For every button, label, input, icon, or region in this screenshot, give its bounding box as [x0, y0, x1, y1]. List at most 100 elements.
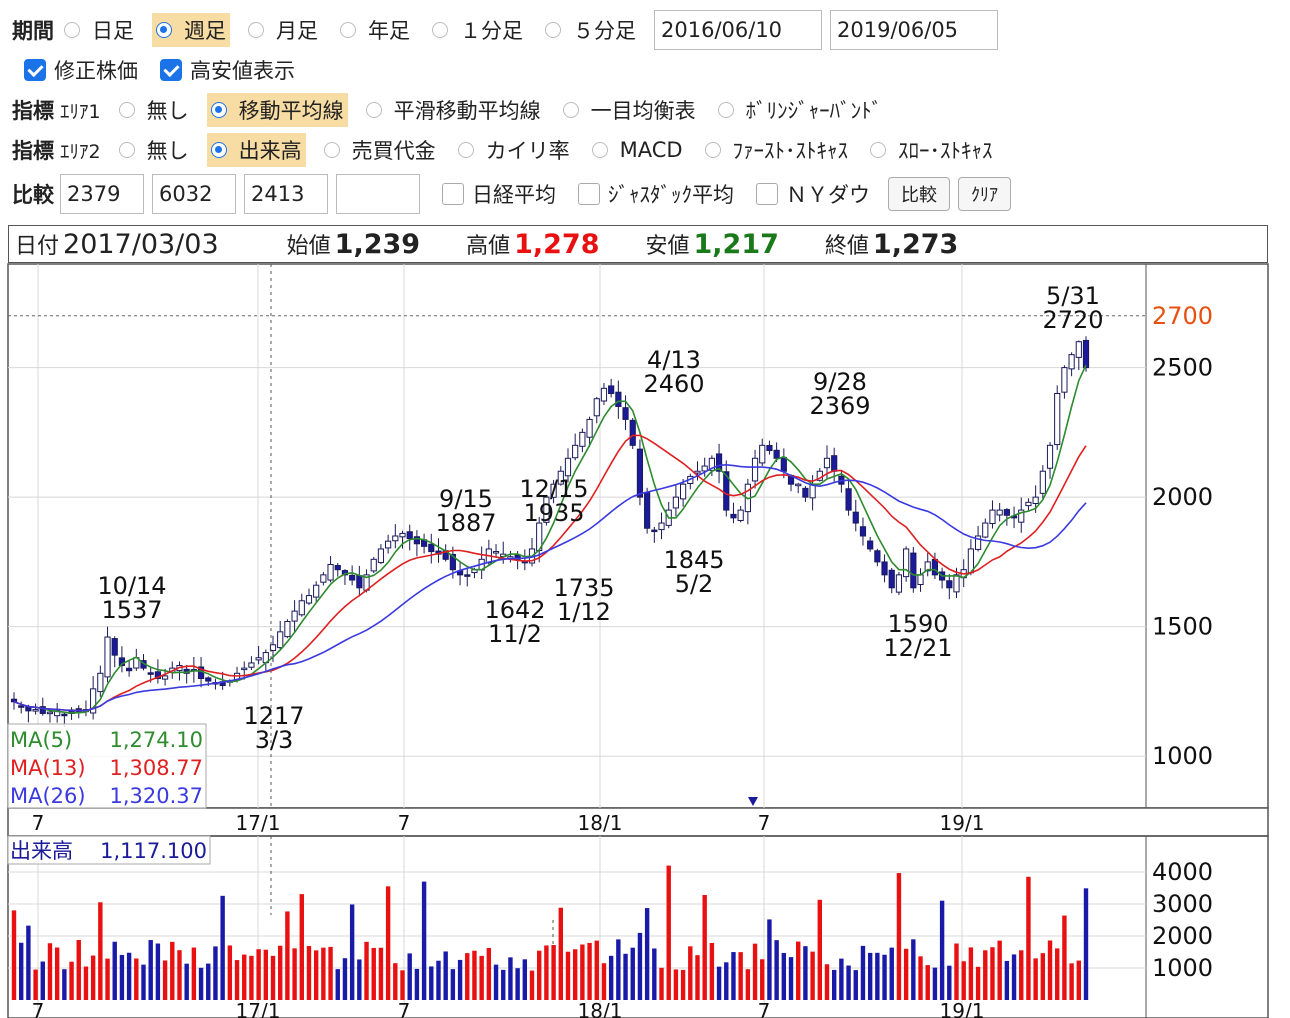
volume-bar	[572, 949, 578, 1000]
indicator2-option-7[interactable]: ｽﾛｰ･ｽﾄｷｬｽ	[866, 133, 997, 167]
period-option-label: 月足	[276, 19, 318, 43]
period-option-5[interactable]: １分足	[428, 13, 527, 47]
indicator1-option-5[interactable]: ﾎﾞﾘﾝｼﾞｬｰﾊﾞﾝﾄﾞ	[714, 93, 887, 127]
compare-row: 比較 2379 6032 2413 日経平均 ｼﾞｬｽﾀﾞｯｸ平均 ＮＹダウ 比較 …	[0, 174, 1019, 214]
radio-icon	[156, 22, 172, 38]
indicator2-option-3[interactable]: 売買代金	[320, 133, 440, 167]
period-option-label: ５分足	[573, 19, 636, 43]
high-low-display-check[interactable]: 高安値表示	[156, 53, 299, 87]
radio-icon	[591, 142, 608, 158]
period-option-4[interactable]: 年足	[336, 13, 414, 47]
candle-body	[428, 543, 435, 553]
candle-body	[82, 709, 90, 713]
candle-body	[924, 561, 931, 572]
volume-bar	[508, 957, 513, 1000]
start-date-input[interactable]: 2016/06/10	[654, 10, 822, 50]
candle-body	[910, 552, 917, 589]
end-date-input[interactable]: 2019/06/05	[830, 10, 998, 50]
compare-code-4[interactable]	[336, 174, 420, 214]
candle-body	[90, 688, 97, 714]
compare-index-option-2[interactable]: ｼﾞｬｽﾀﾞｯｸ平均	[574, 177, 738, 211]
compare-code-1[interactable]: 2379	[60, 174, 144, 214]
volume-bar	[860, 945, 866, 1000]
volume-bar	[263, 949, 269, 1000]
candle-body	[169, 667, 176, 673]
candle-body	[543, 496, 550, 523]
volume-bar	[961, 961, 966, 1000]
volume-bar	[349, 904, 355, 1000]
indicator2-option-6[interactable]: ﾌｧｰｽﾄ･ｽﾄｷｬｽ	[701, 133, 853, 167]
volume-bar	[824, 964, 830, 1000]
volume-bar	[47, 943, 53, 1000]
volume-bar	[1033, 958, 1038, 1000]
candle-body	[126, 667, 133, 672]
date-axis-strip	[7, 807, 1269, 837]
indicator2-option-2[interactable]: 出来高	[206, 133, 306, 167]
volume-bar	[385, 886, 391, 1000]
volume-bar	[1055, 948, 1060, 1000]
indicator1-option-2[interactable]: 移動平均線	[206, 93, 348, 127]
compare-button[interactable]: 比較	[888, 177, 950, 211]
volume-bar	[285, 911, 290, 1000]
volume-bar	[760, 959, 765, 1000]
annotation-date: 12/15	[519, 475, 588, 503]
period-option-6[interactable]: ５分足	[541, 13, 640, 47]
compare-index-option-3[interactable]: ＮＹダウ	[752, 177, 874, 211]
radio-icon	[717, 102, 734, 118]
volume-bar	[335, 969, 340, 1000]
radio-icon	[545, 22, 561, 38]
candle-body	[1018, 509, 1025, 523]
volume-x-tick-label: 18/1	[578, 999, 623, 1018]
volume-bar	[328, 946, 333, 1000]
volume-bar	[256, 949, 261, 1000]
indicator1-option-3[interactable]: 平滑移動平均線	[362, 93, 545, 127]
clear-button[interactable]: ｸﾘｱ	[958, 177, 1011, 211]
volume-bar	[544, 945, 549, 1000]
compare-index-option-1[interactable]: 日経平均	[438, 177, 560, 211]
indicator1-option-1[interactable]: 無し	[115, 93, 193, 127]
period-option-1[interactable]: 日足	[60, 13, 138, 47]
x-tick-label: 18/1	[578, 811, 623, 835]
adjusted-price-check[interactable]: 修正株価	[20, 53, 142, 87]
indicator2-option-1[interactable]: 無し	[115, 133, 193, 167]
indicator1-option-4[interactable]: 一目均衡表	[559, 93, 700, 127]
candle-body	[701, 465, 708, 472]
radio-icon	[704, 142, 721, 158]
candle-body	[334, 564, 341, 571]
ma26-line	[13, 463, 1087, 712]
volume-bar	[155, 943, 161, 1000]
indicator2-option-4[interactable]: カイリ率	[454, 133, 574, 167]
candle-body	[651, 529, 658, 533]
candle-body	[277, 631, 284, 649]
candle-body	[420, 539, 428, 547]
volume-bar	[975, 966, 981, 1000]
indicator2-option-5[interactable]: MACD	[588, 136, 687, 164]
period-option-2[interactable]: 週足	[152, 13, 230, 47]
ma-legend-name: MA(13)	[10, 756, 86, 780]
candle-body	[514, 554, 521, 560]
annotation-price: 1642	[484, 596, 545, 624]
candle-body	[68, 709, 75, 714]
annotation-date: 4/13	[647, 346, 701, 374]
period-option-3[interactable]: 月足	[244, 13, 322, 47]
compare-code-3[interactable]: 2413	[244, 174, 328, 214]
candle-body	[572, 444, 579, 459]
candle-body	[845, 488, 852, 511]
low-label: 安値	[645, 234, 690, 259]
volume-x-tick-label: 7	[398, 999, 411, 1018]
radio-icon	[365, 102, 382, 118]
low-value: 1,217	[693, 228, 779, 260]
compare-options: 日経平均 ｼﾞｬｽﾀﾞｯｸ平均 ＮＹダウ	[438, 177, 888, 211]
candle-body	[773, 449, 780, 459]
annotation-date: 9/15	[439, 485, 493, 513]
ma-legend-name: MA(26)	[10, 784, 86, 808]
candle-body	[1032, 496, 1039, 505]
x-tick-label: 7	[32, 811, 45, 835]
volume-legend-box	[7, 835, 211, 865]
candle-body	[557, 470, 564, 485]
compare-code-2[interactable]: 6032	[152, 174, 236, 214]
annotation-price: 1217	[243, 702, 304, 730]
candle-body	[399, 532, 406, 538]
indicator2-options: 無し 出来高 売買代金 カイリ率 MACD ﾌｧｰｽﾄ･ｽﾄｷｬｽ ｽﾛｰ･ｽﾄｷｬｽ	[115, 133, 1011, 167]
volume-bar	[1026, 876, 1031, 1000]
